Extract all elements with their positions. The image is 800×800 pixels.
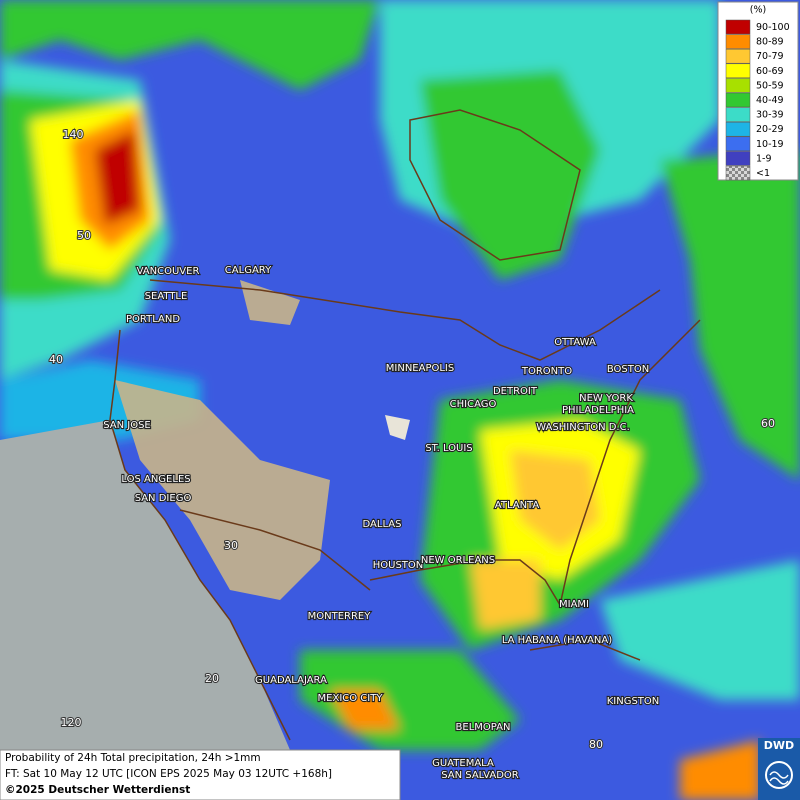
city-label: NEW YORK <box>579 393 633 404</box>
logo-text: DWD <box>764 739 794 752</box>
city-label: LOS ANGELES <box>121 474 190 485</box>
graticule-label: 20 <box>205 672 219 685</box>
legend-swatch <box>725 48 751 64</box>
graticule-label: 140 <box>63 128 84 141</box>
legend-label: 30-39 <box>756 110 784 121</box>
legend-swatch <box>725 19 751 35</box>
city-label: SAN JOSE <box>103 420 151 431</box>
graticule-labels: 140 50 40 60 30 20 120 80 <box>48 127 776 752</box>
legend-swatch <box>725 63 751 79</box>
city-label: MEXICO CITY <box>318 693 384 704</box>
legend-label: 40-49 <box>756 95 784 106</box>
legend-swatch <box>725 92 751 108</box>
graticule-label: 80 <box>589 738 603 751</box>
city-label: WASHINGTON D.C. <box>536 422 630 433</box>
city-label: PORTLAND <box>126 314 180 325</box>
legend-swatch <box>725 165 751 181</box>
city-label: SEATTLE <box>145 291 188 302</box>
city-label: MIAMI <box>559 599 589 610</box>
city-label: ST. LOUIS <box>425 443 472 454</box>
graticule-label: 50 <box>77 229 91 242</box>
dwd-logo: DWD <box>758 738 800 800</box>
legend-label: <1 <box>756 168 770 179</box>
graticule-label: 40 <box>49 353 63 366</box>
legend-label: 60-69 <box>756 66 784 77</box>
city-label: DETROIT <box>493 386 538 397</box>
city-label: MONTERREY <box>308 611 372 622</box>
city-label: BOSTON <box>607 364 649 375</box>
legend-swatch <box>725 78 751 93</box>
city-label: GUADALAJARA <box>255 675 327 686</box>
footer: Probability of 24h Total precipitation, … <box>0 749 401 800</box>
city-label: OTTAWA <box>554 337 596 348</box>
legend-label: 20-29 <box>756 124 784 135</box>
footer-box <box>0 749 401 800</box>
legend-label: 10-19 <box>756 139 784 150</box>
legend-title: (%) <box>750 5 766 16</box>
city-label: CALGARY <box>225 265 272 276</box>
legend-swatch <box>725 151 751 166</box>
graticule-label: 120 <box>61 716 82 729</box>
logo-box <box>758 738 800 800</box>
legend-label: 1-9 <box>756 153 772 164</box>
city-label: SAN DIEGO <box>135 493 192 504</box>
legend-label: 90-100 <box>756 22 790 33</box>
legend: (%) 90-100 80-89 70-79 60-69 50-59 40-49 30-39… <box>717 1 799 181</box>
city-labels: VANCOUVER CALGARY SEATTLE PORTLAND OTTAWA TOR… <box>102 264 660 782</box>
city-label: MINNEAPOLIS <box>386 363 454 374</box>
logo-waves <box>769 771 789 785</box>
city-label: LA HABANA (HAVANA) <box>502 635 612 646</box>
city-label: PHILADELPHIA <box>562 405 634 416</box>
city-label: NEW ORLEANS <box>421 555 495 566</box>
legend-swatch <box>725 34 751 49</box>
city-label: DALLAS <box>363 519 402 530</box>
city-label: ATLANTA <box>495 500 540 511</box>
city-label: TORONTO <box>521 366 572 377</box>
logo-icon <box>765 761 793 789</box>
legend-label: 70-79 <box>756 51 784 62</box>
city-label: HOUSTON <box>373 560 424 571</box>
graticule-label: 60 <box>761 417 775 430</box>
city-label: KINGSTON <box>607 696 660 707</box>
city-label: BELMOPAN <box>456 722 511 733</box>
legend-label: 50-59 <box>756 80 784 91</box>
legend-swatch <box>725 136 751 152</box>
legend-swatch <box>725 107 751 122</box>
legend-label: 80-89 <box>756 37 784 48</box>
footer-line: FT: Sat 10 May 12 UTC [ICON EPS 2025 May… <box>5 768 332 780</box>
graticule-label: 30 <box>224 539 238 552</box>
footer-line: Probability of 24h Total precipitation, … <box>5 752 261 764</box>
city-label: GUATEMALA <box>432 758 494 769</box>
legend-items: 90-100 80-89 70-79 60-69 50-59 40-49 30-39 20-2… <box>725 19 790 181</box>
city-label: VANCOUVER <box>137 266 200 277</box>
legend-swatch <box>725 121 751 137</box>
footer-line: ©2025 Deutscher Wetterdienst <box>5 784 190 796</box>
city-label: SAN SALVADOR <box>441 770 518 781</box>
city-label: CHICAGO <box>450 399 497 410</box>
